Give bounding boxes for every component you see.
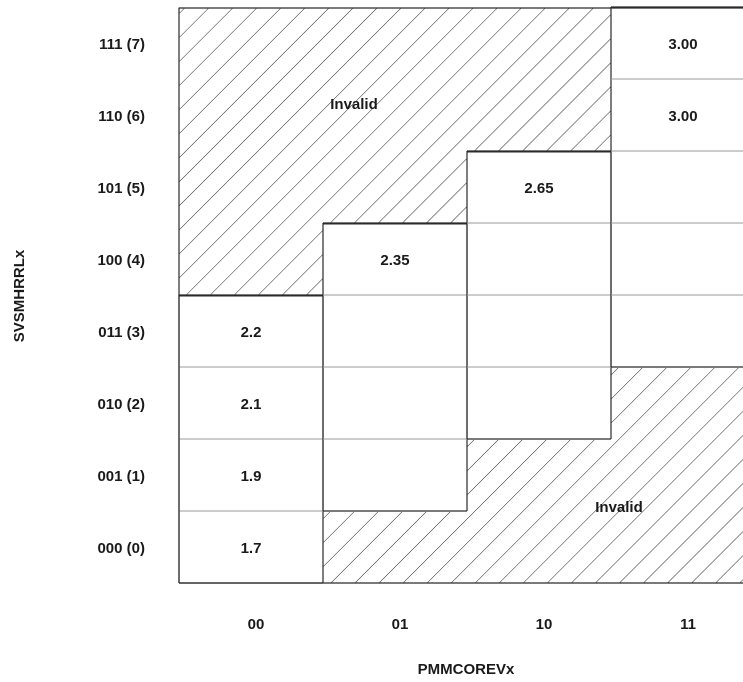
- cell-value-label: 1.9: [241, 468, 262, 485]
- x-axis-title: PMMCOREVx: [418, 661, 515, 678]
- column-tick-labels: 00 01 10 11: [248, 616, 696, 633]
- invalid-region-lower: [323, 368, 743, 583]
- cell-value-label: 3.00: [668, 36, 697, 53]
- column-tick-label: 11: [680, 616, 696, 633]
- cell-value-label: 1.7: [241, 540, 262, 557]
- cell-labels: 1.7 1.9 2.1 2.2 2.35 2.65 3.00 3.00: [241, 36, 698, 557]
- row-tick-label: 101 (5): [97, 180, 145, 197]
- y-axis-title: SVSMHRRLx: [11, 249, 28, 342]
- row-tick-label: 000 (0): [97, 540, 145, 557]
- column-tick-label: 10: [536, 616, 553, 633]
- column-tick-label: 00: [248, 616, 265, 633]
- row-tick-labels: 000 (0) 001 (1) 010 (2) 011 (3) 100 (4) 101 (…: [97, 36, 145, 557]
- cell-value-label: 2.1: [241, 396, 262, 413]
- row-tick-label: 110 (6): [98, 108, 145, 125]
- row-tick-label: 011 (3): [98, 324, 145, 341]
- cell-value-label: 2.2: [241, 324, 262, 341]
- cell-value-label: 2.35: [380, 252, 409, 269]
- row-tick-label: 010 (2): [97, 396, 145, 413]
- row-tick-label: 001 (1): [97, 468, 145, 485]
- invalid-label-upper: Invalid: [330, 96, 378, 113]
- cell-value-label: 2.65: [524, 180, 553, 197]
- invalid-label-lower: Invalid: [595, 499, 643, 516]
- row-tick-label: 111 (7): [99, 36, 145, 53]
- row-tick-label: 100 (4): [97, 252, 145, 269]
- column-tick-label: 01: [392, 616, 409, 633]
- cell-value-label: 3.00: [668, 108, 697, 125]
